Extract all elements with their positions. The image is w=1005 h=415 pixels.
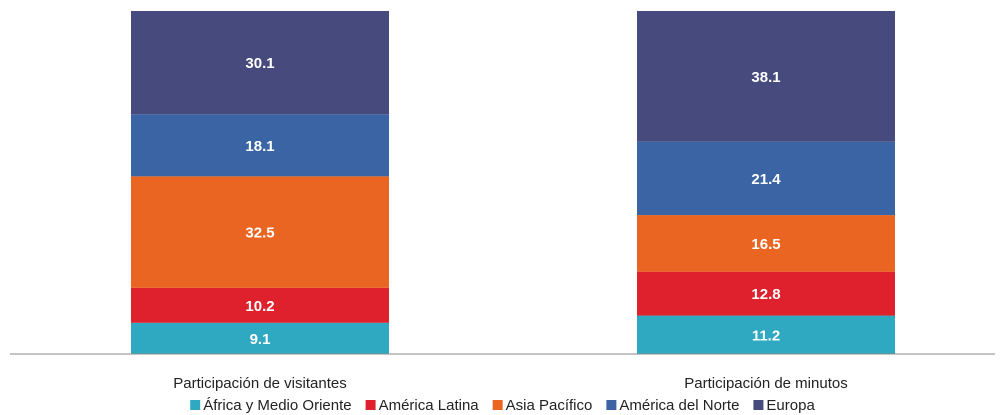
legend-swatch-asia-pacifico [492, 400, 503, 410]
legend-item-europa: Europa [753, 397, 815, 414]
data-label-participacion-de-minutos-africa-y-medio-oriente: 11.2 [752, 327, 780, 344]
bar-participacion-de-visitantes-america-del-norte [131, 114, 389, 177]
category-label-participacion-de-minutos: Participación de minutos [684, 375, 847, 392]
bar-participacion-de-visitantes-america-latina [131, 287, 389, 323]
bar-participacion-de-visitantes-asia-pacifico [131, 176, 389, 288]
bar-participacion-de-minutos-america-latina [637, 271, 895, 316]
bar-participacion-de-minutos-asia-pacifico [637, 215, 895, 272]
legend-label-asia-pacifico: Asia Pacífico [506, 397, 593, 414]
bar-participacion-de-minutos-america-del-norte [637, 141, 895, 216]
legend-swatch-america-del-norte [606, 400, 617, 410]
legend-label-africa-y-medio-oriente: África y Medio Oriente [203, 397, 351, 414]
legend-item-america-del-norte: América del Norte [606, 397, 739, 414]
legend-swatch-africa-y-medio-oriente [190, 400, 201, 410]
bars-layer: 9.1 10.2 32.5 18.1 30.1 11.2 12.8 16.5 21.4 38.1 [131, 11, 895, 354]
legend-swatch-europa [753, 400, 764, 410]
legend-label-america-del-norte: América del Norte [619, 397, 739, 414]
legend-item-asia-pacifico: Asia Pacífico [492, 397, 593, 414]
data-label-participacion-de-visitantes-asia-pacifico: 32.5 [245, 225, 274, 242]
data-label-participacion-de-visitantes-america-del-norte: 18.1 [245, 138, 274, 155]
category-labels: Participación de visitantes Participación… [173, 375, 847, 392]
data-label-participacion-de-minutos-america-latina: 12.8 [751, 286, 780, 303]
data-label-participacion-de-minutos-europa: 38.1 [751, 69, 780, 86]
bar-participacion-de-minutos-europa [637, 11, 895, 142]
data-label-participacion-de-minutos-asia-pacifico: 16.5 [751, 236, 780, 253]
bar-participacion-de-visitantes-europa [131, 11, 389, 115]
legend-swatch-america-latina [365, 400, 376, 410]
bar-participacion-de-minutos-africa-y-medio-oriente [637, 315, 895, 354]
legend-label-america-latina: América Latina [379, 397, 480, 414]
category-label-participacion-de-visitantes: Participación de visitantes [173, 375, 346, 392]
legend: África y Medio Oriente América Latina Asia… [190, 397, 815, 414]
legend-label-europa: Europa [766, 397, 815, 414]
data-label-participacion-de-visitantes-europa: 30.1 [245, 55, 274, 72]
legend-item-america-latina: América Latina [365, 397, 480, 414]
data-label-participacion-de-visitantes-america-latina: 10.2 [245, 298, 274, 315]
bar-participacion-de-visitantes-africa-y-medio-oriente [131, 322, 389, 354]
legend-item-africa-y-medio-oriente: África y Medio Oriente [190, 397, 352, 414]
data-label-participacion-de-visitantes-africa-y-medio-oriente: 9.1 [250, 331, 271, 348]
data-label-participacion-de-minutos-america-del-norte: 21.4 [751, 171, 781, 188]
